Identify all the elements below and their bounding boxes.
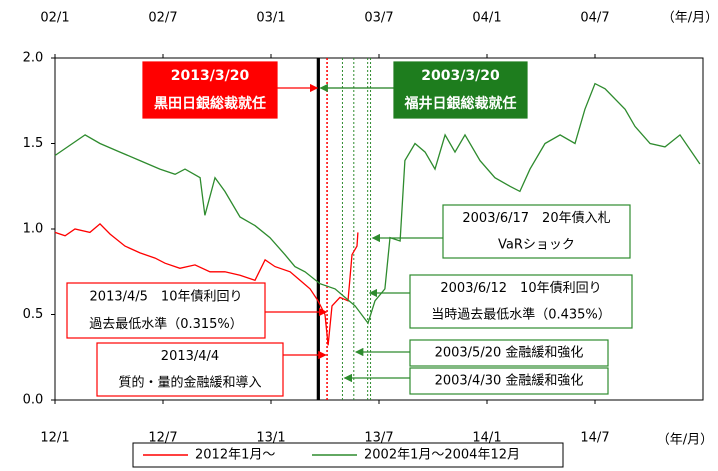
series-line — [54, 223, 359, 346]
annotation-text: 黒田日銀総裁就任 — [154, 95, 266, 112]
x-tick-label: 14/1 — [472, 431, 501, 446]
x-tick-label: 13/7 — [364, 431, 393, 446]
annotation-text: 過去最低水準（0.315%） — [89, 316, 243, 332]
x-tick-label: 12/7 — [148, 431, 177, 446]
annotation-text: 質的・量的金融緩和導入 — [118, 374, 261, 390]
x2-tick-label: 02/7 — [148, 11, 177, 26]
x2-tick-label: 04/7 — [580, 11, 609, 26]
x2-tick-label: 04/1 — [472, 11, 501, 26]
annotation-box — [96, 342, 284, 397]
annotation-text: 2003/6/17 20年債入札 — [462, 211, 610, 226]
legend-label: 2002年1月～2004年12月 — [364, 448, 520, 463]
annotation-text: 2003/5/20 金融緩和強化 — [435, 345, 584, 361]
x-tick-label: 13/1 — [256, 431, 285, 446]
annotation-box — [409, 339, 609, 367]
annotation-box — [142, 61, 278, 119]
annotation-text: 福井日銀総裁就任 — [404, 95, 517, 112]
annotation-box — [66, 282, 266, 339]
y-tick-label: 1.5 — [23, 136, 44, 151]
x2-tick-label: 02/1 — [40, 11, 69, 26]
annotation-text: 当時過去最低水準（0.435%） — [431, 306, 611, 322]
x-tick-label: 12/1 — [40, 431, 69, 446]
y-tick-label: 0.5 — [23, 307, 44, 322]
annotation-box — [393, 61, 528, 119]
x2-axis-unit: （年/月） — [662, 11, 718, 26]
annotation-text: 2003/3/20 — [421, 68, 500, 84]
x2-tick-label: 03/1 — [256, 11, 285, 26]
x-axis-unit: （年/月） — [657, 433, 713, 448]
annotation-text: 2013/3/20 — [171, 68, 250, 84]
annotation-box — [409, 274, 633, 329]
annotation-text: 2003/4/30 金融緩和強化 — [435, 373, 584, 389]
annotation-text: 2003/6/12 10年債利回り — [440, 281, 601, 296]
annotation-text: 2013/4/5 10年債利回り — [90, 289, 243, 304]
x2-tick-label: 03/7 — [364, 11, 393, 26]
y-tick-label: 0.0 — [23, 393, 44, 408]
x-tick-label: 14/7 — [580, 431, 609, 446]
annotation-text: VaRショック — [498, 237, 575, 252]
annotation-text: 2013/4/4 — [161, 349, 219, 364]
legend-label: 2012年1月～ — [195, 448, 275, 463]
annotation-box — [409, 367, 609, 395]
annotation-box — [442, 204, 631, 259]
y-tick-label: 1.0 — [23, 222, 44, 237]
y-tick-label: 2.0 — [23, 51, 44, 66]
